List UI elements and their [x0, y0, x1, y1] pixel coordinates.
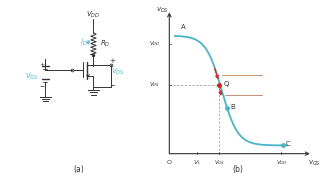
Text: $V_{DS}$: $V_{DS}$ [111, 67, 124, 77]
Text: $v_{DS}$: $v_{DS}$ [156, 6, 169, 15]
Text: $+$: $+$ [39, 60, 45, 68]
Text: $+$: $+$ [109, 56, 116, 65]
Text: $V_{DD}$: $V_{DD}$ [86, 10, 100, 20]
Text: Q: Q [224, 81, 229, 87]
Text: $V_{DD}$: $V_{DD}$ [149, 39, 160, 48]
Text: B: B [231, 104, 236, 110]
Text: (b): (b) [232, 165, 243, 174]
Text: A: A [180, 24, 185, 30]
Text: $V_{GS}$: $V_{GS}$ [214, 158, 225, 167]
Text: O: O [167, 160, 172, 165]
Text: $-$: $-$ [109, 81, 116, 87]
Text: $V_{GS}$: $V_{GS}$ [25, 71, 38, 82]
Text: $v_{GS}$: $v_{GS}$ [308, 159, 320, 168]
Text: (a): (a) [73, 165, 84, 174]
Text: $I_D$: $I_D$ [80, 38, 87, 48]
Text: C: C [286, 141, 291, 147]
Text: $V_{DD}$: $V_{DD}$ [276, 158, 287, 167]
Text: $V_{DS}$: $V_{DS}$ [149, 81, 160, 89]
Text: $R_D$: $R_D$ [100, 39, 111, 49]
Text: $-$: $-$ [39, 83, 45, 88]
Text: $V_t$: $V_t$ [193, 158, 201, 167]
